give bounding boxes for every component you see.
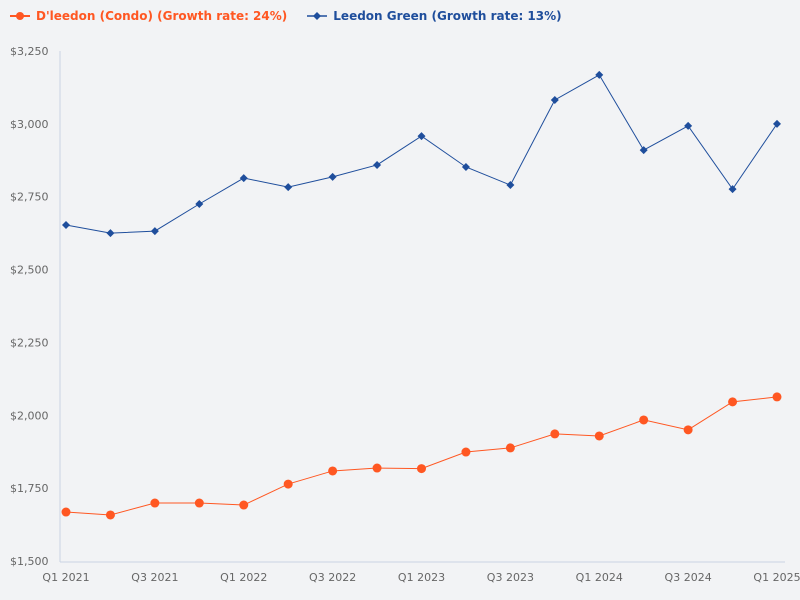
data-point (683, 425, 693, 435)
data-point (239, 500, 249, 510)
data-point (283, 479, 293, 489)
data-point (506, 181, 515, 190)
data-point (194, 498, 204, 508)
series-line (65, 396, 778, 516)
data-point (773, 119, 781, 128)
legend: D'leedon (Condo) (Growth rate: 24%) Leed… (10, 9, 562, 23)
data-point (105, 510, 115, 520)
data-point (373, 160, 382, 169)
diamond-marker-icon (307, 12, 328, 20)
data-point (150, 227, 159, 236)
y-tick-label: $2,000 (10, 409, 49, 422)
x-tick-label: Q1 2023 (398, 571, 445, 584)
data-point (239, 174, 248, 183)
y-tick-label: $2,750 (10, 191, 49, 204)
data-point (328, 172, 337, 181)
y-tick-label: $2,250 (10, 336, 49, 349)
legend-label: D'leedon (Condo) (Growth rate: 24%) (36, 9, 288, 23)
data-point (728, 397, 738, 407)
x-tick-label: Q1 2022 (220, 571, 267, 584)
legend-item-dleedon[interactable]: D'leedon (Condo) (Growth rate: 24%) (10, 9, 287, 23)
data-point (505, 443, 515, 453)
circle-marker-icon (10, 12, 30, 20)
data-point (150, 498, 160, 508)
data-point (595, 70, 604, 79)
y-tick-label: $1,500 (10, 555, 49, 568)
legend-label: Leedon Green (Growth rate: 13%) (333, 9, 562, 23)
data-point (461, 447, 471, 457)
data-point (639, 146, 648, 155)
data-point (550, 429, 560, 439)
data-point (728, 185, 737, 194)
data-point (772, 392, 782, 402)
x-tick-label: Q3 2021 (131, 571, 178, 584)
x-tick-label: Q3 2022 (309, 571, 356, 584)
x-tick-label: Q3 2024 (665, 571, 712, 584)
x-tick-label: Q1 2024 (576, 571, 623, 584)
legend-item-leedon-green[interactable]: Leedon Green (Growth rate: 13%) (307, 9, 562, 23)
data-point (639, 415, 649, 425)
data-point (61, 507, 71, 517)
data-point (106, 229, 115, 238)
series-line (65, 74, 778, 234)
data-point (417, 132, 426, 141)
data-point (417, 464, 426, 474)
data-point (550, 95, 559, 104)
data-point (328, 466, 338, 476)
data-point (372, 463, 382, 473)
data-point (461, 162, 470, 171)
y-tick-label: $3,000 (10, 118, 49, 131)
x-tick-label: Q1 2025 (753, 571, 800, 584)
x-tick-label: Q3 2023 (487, 571, 534, 584)
y-tick-label: $3,250 (10, 45, 49, 58)
y-tick-label: $1,750 (10, 482, 49, 495)
data-point (284, 183, 293, 192)
data-point (684, 121, 693, 130)
x-tick-label: Q1 2021 (42, 571, 89, 584)
data-point (62, 220, 70, 229)
y-tick-label: $2,500 (10, 264, 49, 277)
data-point (195, 200, 204, 208)
data-point (594, 431, 604, 441)
